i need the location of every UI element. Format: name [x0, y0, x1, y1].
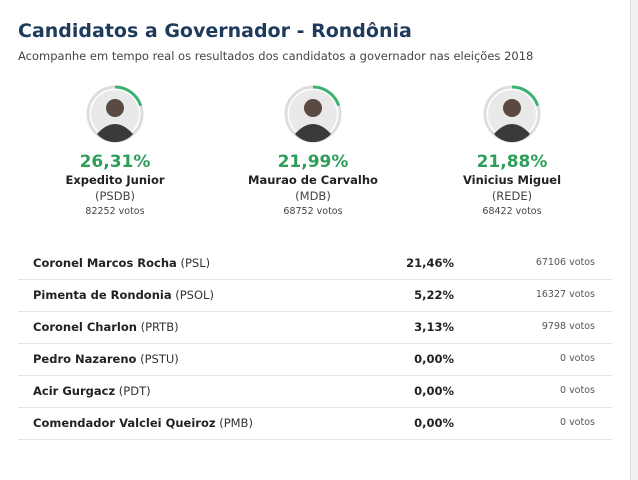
candidate-name: Pimenta de Rondonia: [33, 288, 172, 302]
candidate-name: Coronel Marcos Rocha: [33, 256, 177, 270]
candidate-party: (PRTB): [140, 320, 179, 334]
candidate-percent: 0,00%: [414, 384, 454, 398]
candidate-party: (PMB): [219, 416, 253, 430]
candidate-photo: [284, 85, 342, 143]
candidate-name: Vinicius Miguel: [462, 173, 562, 187]
candidate-votes: 0 votos: [560, 417, 595, 428]
page-subtitle: Acompanhe em tempo real os resultados do…: [18, 49, 534, 63]
candidate-percent: 26,31%: [79, 152, 151, 172]
candidate-name: Coronel Charlon: [33, 320, 137, 334]
scrollbar[interactable]: [630, 0, 638, 480]
candidate-votes: 68752 votos: [283, 206, 343, 217]
candidate-party: (PSTU): [140, 352, 179, 366]
candidate-votes: 67106 votos: [535, 257, 595, 268]
candidate-party: (PSDB): [95, 189, 135, 203]
result-row: Acir Gurgacz (PDT) 0,00% 0 votos: [18, 375, 612, 408]
candidate-party: (PDT): [118, 384, 151, 398]
candidate-percent: 21,88%: [476, 152, 548, 172]
candidate-label: Coronel Marcos Rocha (PSL): [33, 256, 210, 270]
candidate-percent: 0,00%: [414, 416, 454, 430]
page-title: Candidatos a Governador - Rondônia: [18, 20, 412, 42]
candidate-name: Acir Gurgacz: [33, 384, 116, 398]
result-row: Comendador Valclei Queiroz (PMB) 0,00% 0 v…: [18, 407, 612, 440]
candidate-card: 26,31% Expedito Junior (PSDB) 82252 votos: [15, 84, 215, 220]
candidate-label: Acir Gurgacz (PDT): [33, 384, 151, 398]
candidate-votes: 0 votos: [560, 385, 595, 396]
result-row: Pedro Nazareno (PSTU) 0,00% 0 votos: [18, 343, 612, 376]
result-row: Pimenta de Rondonia (PSOL) 5,22% 16327 vot…: [18, 279, 612, 312]
candidate-name: Pedro Nazareno: [33, 352, 137, 366]
candidate-percent: 21,46%: [406, 256, 454, 270]
candidate-party: (PSL): [180, 256, 211, 270]
candidate-name: Expedito Junior: [65, 173, 165, 187]
result-row: Coronel Marcos Rocha (PSL) 21,46% 67106 vo…: [18, 247, 612, 280]
candidate-label: Pedro Nazareno (PSTU): [33, 352, 179, 366]
candidate-label: Pimenta de Rondonia (PSOL): [33, 288, 214, 302]
candidate-percent: 3,13%: [414, 320, 454, 334]
candidate-votes: 82252 votos: [85, 206, 145, 217]
result-row: Coronel Charlon (PRTB) 3,13% 9798 votos: [18, 311, 612, 344]
candidate-votes: 68422 votos: [482, 206, 542, 217]
candidate-label: Coronel Charlon (PRTB): [33, 320, 179, 334]
candidate-votes: 16327 votos: [535, 289, 595, 300]
candidate-percent: 21,99%: [277, 152, 349, 172]
candidate-card: 21,88% Vinicius Miguel (REDE) 68422 votos: [412, 84, 612, 220]
candidate-percent: 5,22%: [414, 288, 454, 302]
candidate-party: (MDB): [295, 189, 331, 203]
candidate-photo: [483, 85, 541, 143]
candidate-photo: [86, 85, 144, 143]
candidate-votes: 0 votos: [560, 353, 595, 364]
candidate-name: Maurao de Carvalho: [248, 173, 378, 187]
candidate-name: Comendador Valclei Queiroz: [33, 416, 216, 430]
candidate-label: Comendador Valclei Queiroz (PMB): [33, 416, 253, 430]
candidate-card: 21,99% Maurao de Carvalho (MDB) 68752 votos: [213, 84, 413, 220]
candidate-percent: 0,00%: [414, 352, 454, 366]
candidate-votes: 9798 votos: [541, 321, 595, 332]
candidate-party: (REDE): [491, 189, 533, 203]
candidate-party: (PSOL): [175, 288, 214, 302]
